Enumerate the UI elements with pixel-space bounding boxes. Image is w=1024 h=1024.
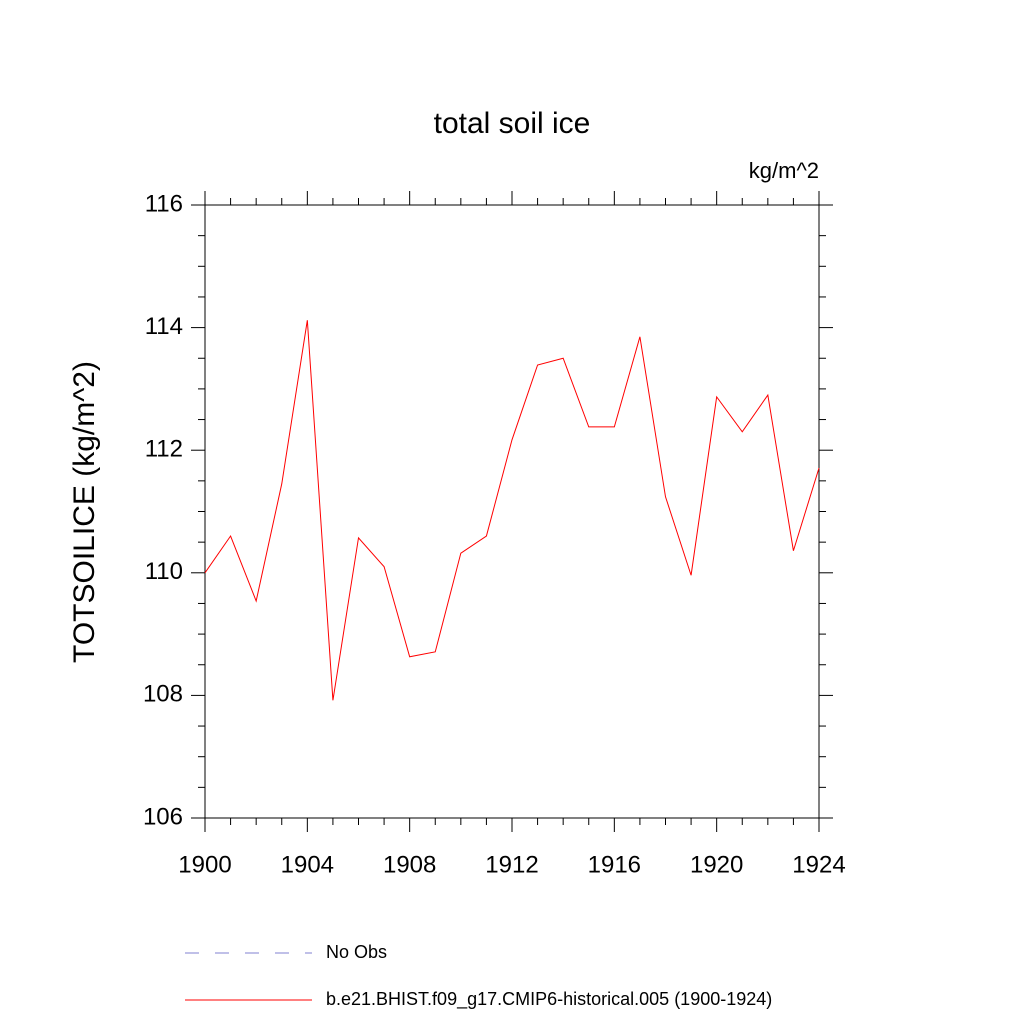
x-tick-label: 1900	[178, 851, 231, 878]
y-tick-label: 110	[145, 558, 183, 585]
x-tick-label: 1924	[792, 851, 845, 878]
chart-title: total soil ice	[434, 107, 591, 140]
y-tick-label: 116	[145, 190, 183, 217]
legend-label: b.e21.BHIST.f09_g17.CMIP6-historical.005…	[326, 989, 772, 1010]
legend-label: No Obs	[326, 942, 387, 962]
x-tick-label: 1916	[588, 851, 641, 878]
y-tick-label: 114	[145, 313, 183, 340]
x-tick-label: 1908	[383, 851, 436, 878]
x-tick-label: 1912	[485, 851, 538, 878]
y-axis-title: TOTSOILICE (kg/m^2)	[68, 361, 101, 663]
data-line	[204, 320, 820, 701]
x-tick-label: 1904	[281, 851, 334, 878]
y-tick-label: 112	[145, 436, 183, 463]
units-label: kg/m^2	[749, 158, 819, 183]
y-tick-label: 108	[143, 681, 183, 708]
y-tick-label: 106	[143, 803, 183, 830]
x-tick-label: 1920	[690, 851, 743, 878]
